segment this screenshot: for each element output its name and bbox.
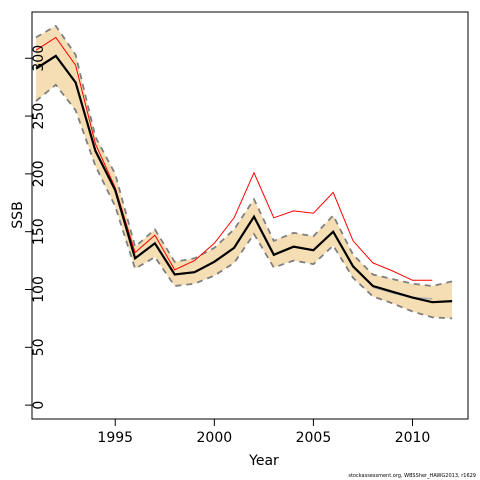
x-tick-label: 2005 [296, 430, 332, 446]
series-lines-layer [35, 24, 453, 320]
x-axis-title: Year [248, 453, 279, 469]
red-series-line [35, 36, 433, 281]
y-tick-label: 250 [31, 103, 47, 130]
x-tick-label: 1995 [97, 430, 133, 446]
credit-text: stockassessment.org, WBSSher_HAWG2013, r… [348, 473, 476, 479]
x-tick-label: 2000 [197, 430, 233, 446]
x-tick-label: 2010 [395, 430, 431, 446]
confidence-band [36, 25, 453, 319]
y-tick-label: 50 [31, 338, 47, 356]
upper-bound-line [35, 24, 453, 287]
y-tick-label: 100 [31, 276, 47, 303]
y-tick-label: 300 [31, 45, 47, 72]
estimate-line [35, 54, 453, 304]
y-axis-title: SSB [10, 201, 26, 228]
y-tick-label: 150 [31, 218, 47, 245]
lower-bound-line [35, 83, 453, 320]
y-tick-label: 0 [31, 401, 47, 410]
y-axis: 0 50 100 150 200 250 300 [25, 45, 47, 410]
confidence-band-layer [36, 25, 453, 319]
y-tick-label: 200 [31, 161, 47, 188]
x-axis: 1995 2000 2005 2010 [97, 418, 431, 446]
